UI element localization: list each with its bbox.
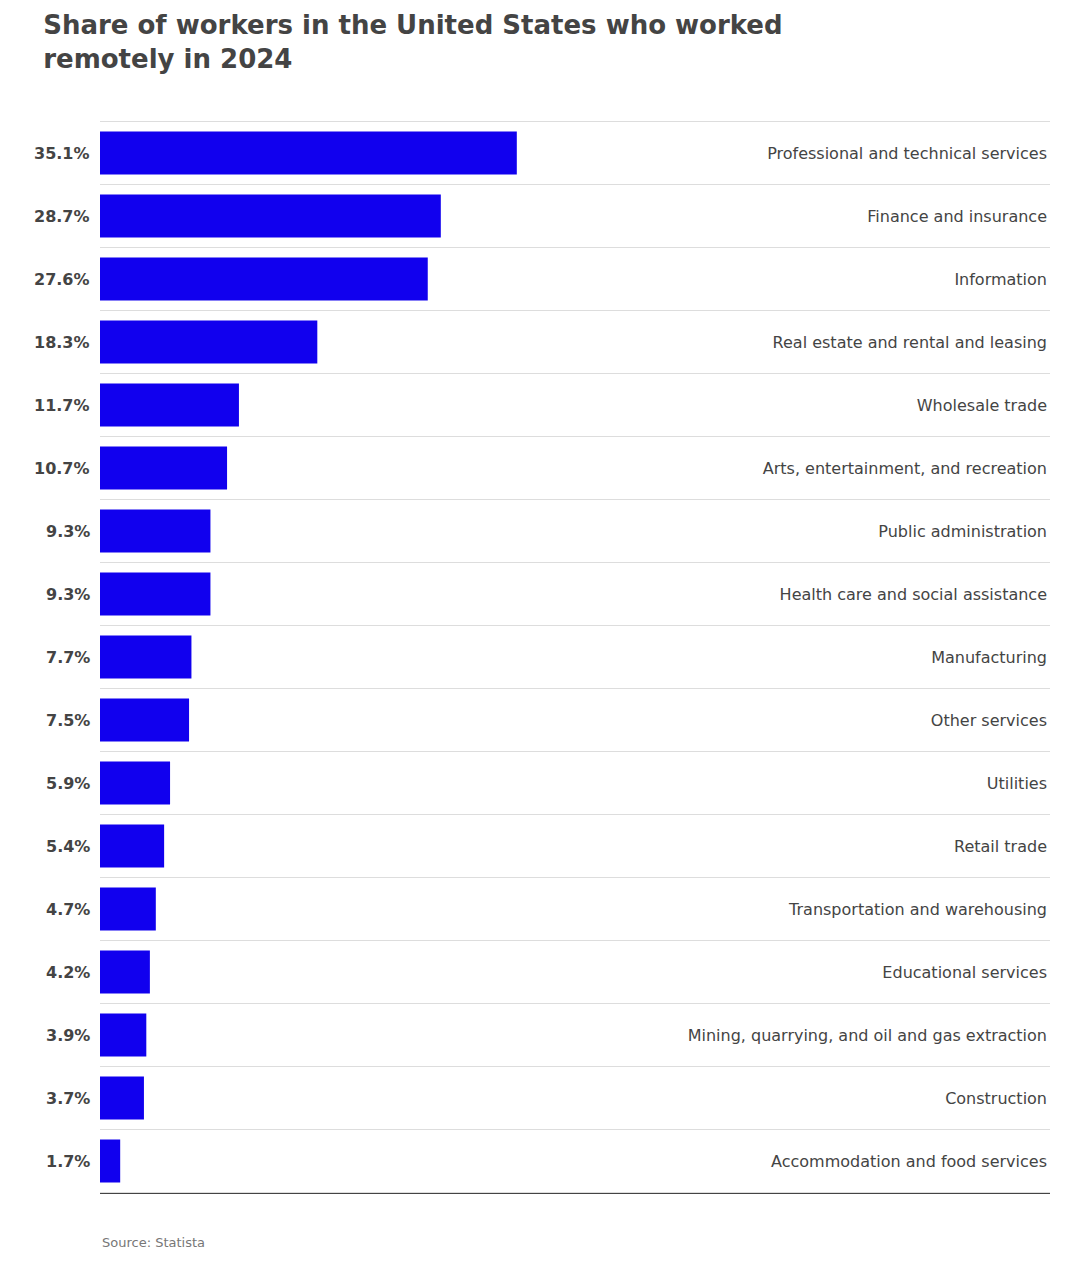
svg-text:Accommodation and food service: Accommodation and food services <box>771 1152 1047 1171</box>
svg-text:4.7%: 4.7% <box>46 900 90 919</box>
svg-text:Arts, entertainment, and recre: Arts, entertainment, and recreation <box>763 459 1047 478</box>
svg-text:1.7%: 1.7% <box>46 1152 90 1171</box>
svg-text:Real estate and rental and lea: Real estate and rental and leasing <box>773 333 1047 352</box>
svg-text:Health care and social assista: Health care and social assistance <box>780 585 1047 604</box>
svg-text:Share of workers in the United: Share of workers in the United States wh… <box>43 10 782 74</box>
svg-text:18.3%: 18.3% <box>34 333 90 352</box>
svg-text:3.9%: 3.9% <box>46 1026 90 1045</box>
svg-text:27.6%: 27.6% <box>34 270 90 289</box>
svg-text:11.7%: 11.7% <box>34 396 90 415</box>
svg-text:10.7%: 10.7% <box>34 459 90 478</box>
svg-text:Wholesale trade: Wholesale trade <box>917 396 1047 415</box>
svg-text:Retail trade: Retail trade <box>954 837 1047 856</box>
svg-text:Utilities: Utilities <box>987 774 1047 793</box>
svg-text:Transportation and warehousing: Transportation and warehousing <box>788 900 1047 919</box>
svg-text:7.7%: 7.7% <box>46 648 90 667</box>
svg-text:5.4%: 5.4% <box>46 837 90 856</box>
svg-text:Public administration: Public administration <box>878 522 1047 541</box>
svg-text:28.7%: 28.7% <box>34 207 90 226</box>
svg-text:Educational services: Educational services <box>882 963 1047 982</box>
svg-text:Finance and insurance: Finance and insurance <box>867 207 1047 226</box>
svg-text:9.3%: 9.3% <box>46 522 90 541</box>
svg-text:35.1%: 35.1% <box>34 144 90 163</box>
svg-text:Information: Information <box>954 270 1047 289</box>
svg-text:9.3%: 9.3% <box>46 585 90 604</box>
svg-text:7.5%: 7.5% <box>46 711 90 730</box>
svg-text:4.2%: 4.2% <box>46 963 90 982</box>
svg-text:Other services: Other services <box>931 711 1047 730</box>
svg-text:Source: Statista: Source: Statista <box>102 1235 205 1250</box>
svg-text:Construction: Construction <box>945 1089 1047 1108</box>
svg-text:5.9%: 5.9% <box>46 774 90 793</box>
svg-text:Manufacturing: Manufacturing <box>931 648 1047 667</box>
svg-text:Professional and technical ser: Professional and technical services <box>767 144 1047 163</box>
svg-text:3.7%: 3.7% <box>46 1089 90 1108</box>
svg-text:Mining, quarrying, and oil and: Mining, quarrying, and oil and gas extra… <box>688 1026 1047 1045</box>
